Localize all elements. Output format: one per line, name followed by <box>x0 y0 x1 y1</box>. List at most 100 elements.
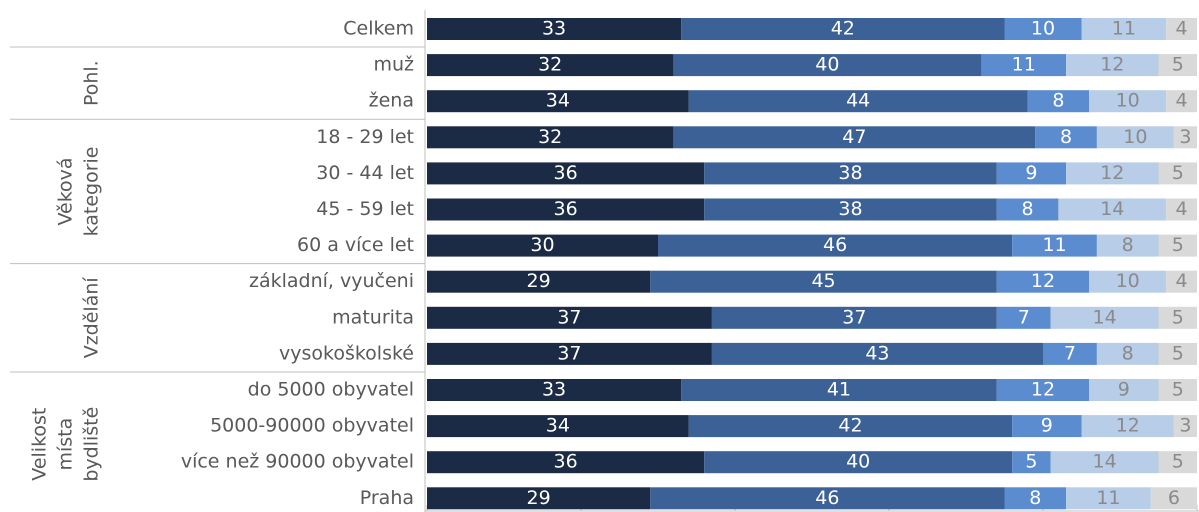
value-label: 47 <box>842 126 866 148</box>
value-label: 7 <box>1018 306 1030 328</box>
value-label: 29 <box>527 487 551 509</box>
value-label: 32 <box>538 126 562 148</box>
category-label: 60 a více let <box>297 234 414 256</box>
bar-segment <box>1012 451 1051 474</box>
value-label: 3 <box>1179 126 1191 148</box>
value-label: 34 <box>546 415 570 437</box>
category-label: 45 - 59 let <box>316 198 414 220</box>
bar-segment <box>427 379 682 401</box>
bar-segment <box>1173 126 1197 149</box>
bar-segment <box>1158 234 1197 257</box>
bar-segment <box>1089 90 1167 113</box>
value-label: 41 <box>827 379 851 401</box>
value-label: 5 <box>1172 54 1184 76</box>
bar-segment <box>1081 18 1167 40</box>
category-label: muž <box>373 54 414 76</box>
bar-segment <box>1158 379 1197 401</box>
value-label: 37 <box>842 306 866 328</box>
value-label: 12 <box>1031 270 1055 292</box>
value-label: 38 <box>838 162 862 184</box>
bar-segment <box>688 415 1013 438</box>
value-label: 12 <box>1100 162 1124 184</box>
bar-segment <box>1158 54 1197 77</box>
value-label: 8 <box>1060 126 1072 148</box>
value-label: 7 <box>1064 342 1076 364</box>
value-label: 11 <box>1042 234 1066 256</box>
group-label: Pohl. <box>81 60 103 106</box>
bar-segment <box>996 306 1051 329</box>
value-label: 11 <box>1096 487 1120 509</box>
bar-segment <box>681 18 1005 40</box>
category-label: maturita <box>332 306 414 328</box>
group-label: bydliště <box>81 407 103 482</box>
value-label: 10 <box>1123 126 1147 148</box>
bar-segment <box>427 198 705 221</box>
bar-segment <box>1027 90 1090 113</box>
bar-segment <box>711 342 1043 365</box>
bar-segment <box>1158 342 1197 365</box>
value-label: 33 <box>542 379 566 401</box>
value-label: 36 <box>554 451 578 473</box>
value-label: 6 <box>1168 487 1180 509</box>
value-label: 3 <box>1179 415 1191 437</box>
value-label: 42 <box>831 18 855 40</box>
bar-segment <box>1012 415 1082 438</box>
bar-segment <box>1089 270 1167 293</box>
bar-segment <box>704 198 997 221</box>
bar-segment <box>427 415 689 438</box>
category-label: základní, vyučeni <box>249 270 414 292</box>
bar-segment <box>1158 306 1197 329</box>
bar-segment <box>650 270 997 293</box>
category-label: Praha <box>360 487 414 509</box>
bar-segment <box>1050 451 1159 474</box>
bar-segment <box>1035 126 1097 149</box>
value-label: 9 <box>1041 415 1053 437</box>
bar-segment <box>1043 342 1097 365</box>
bar-segment <box>650 487 1005 510</box>
category-label: Celkem <box>343 18 414 40</box>
bar-segment <box>427 342 712 365</box>
bar-segment <box>1096 126 1174 149</box>
bar-segment <box>1066 162 1159 185</box>
bar-segment <box>981 54 1067 77</box>
bar-segment <box>688 90 1028 113</box>
value-label: 46 <box>815 487 839 509</box>
value-label: 14 <box>1100 198 1124 220</box>
value-label: 5 <box>1025 451 1037 473</box>
bar-segment <box>1012 234 1097 257</box>
bar-segment <box>1096 234 1159 257</box>
value-label: 14 <box>1093 306 1117 328</box>
value-label: 30 <box>530 234 554 256</box>
bar-segment <box>1050 306 1159 329</box>
value-label: 42 <box>838 415 862 437</box>
bar-segment <box>996 162 1067 185</box>
bar-segment <box>427 234 658 257</box>
value-label: 32 <box>538 54 562 76</box>
bar-segment <box>1150 487 1197 510</box>
value-label: 40 <box>815 54 839 76</box>
category-label: vysokoškolské <box>279 342 414 364</box>
value-label: 36 <box>554 198 578 220</box>
category-label: 5000-90000 obyvatel <box>210 415 414 437</box>
bar-segment <box>1173 415 1197 438</box>
bar-segment <box>658 234 1013 257</box>
value-label: 33 <box>542 18 566 40</box>
bar-segment <box>1066 54 1159 77</box>
bar-segment <box>427 306 712 329</box>
bar-segment <box>1066 487 1151 510</box>
value-label: 5 <box>1172 234 1184 256</box>
value-label: 34 <box>546 90 570 112</box>
category-label: 30 - 44 let <box>316 162 414 184</box>
bar-segment <box>1089 379 1159 401</box>
bar-segment <box>427 451 705 474</box>
bar-segment <box>1166 198 1197 221</box>
value-label: 4 <box>1176 270 1188 292</box>
value-label: 8 <box>1022 198 1034 220</box>
value-label: 44 <box>846 90 870 112</box>
value-label: 43 <box>865 342 889 364</box>
value-label: 37 <box>557 342 581 364</box>
value-label: 10 <box>1116 90 1140 112</box>
bar-segment <box>1166 90 1197 113</box>
bar-segment <box>427 162 705 185</box>
